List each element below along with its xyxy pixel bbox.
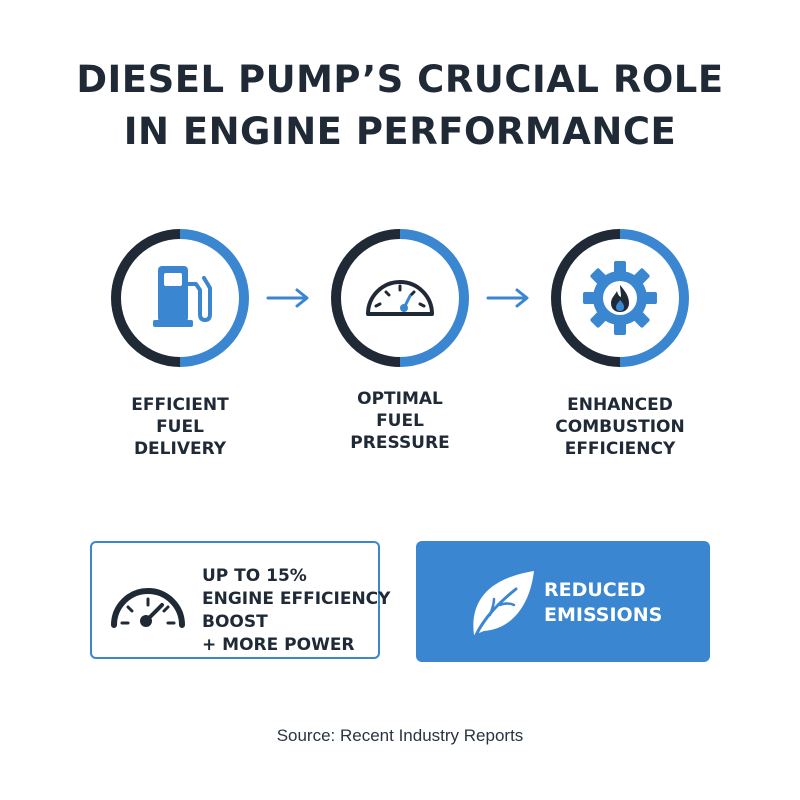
source-note: Source: Recent Industry Reports: [276, 726, 524, 745]
efficiency-boost-card: UP TO 15% ENGINE EFFICIENCY BOOST + MORE…: [90, 541, 390, 659]
title-line-1: DIESEL PUMP’S CRUCIAL ROLE: [76, 58, 724, 101]
pressure-gauge-icon: [331, 229, 469, 367]
step-combustion-efficiency: [550, 228, 690, 368]
fuel-pump-icon: [111, 229, 249, 367]
speedometer-icon: [111, 588, 185, 628]
leaf-icon: [473, 571, 534, 637]
step-label-fuel-delivery: EFFICIENT FUEL DELIVERY: [131, 395, 229, 459]
arrow-right-icon: [486, 288, 529, 308]
reduced-emissions-text: REDUCED EMISSIONS: [544, 579, 663, 626]
arrow-right-icon: [266, 288, 309, 308]
reduced-emissions-card: REDUCED EMISSIONS: [416, 541, 710, 662]
step-fuel-pressure: [330, 228, 470, 368]
step-label-combustion-efficiency: ENHANCED COMBUSTION EFFICIENCY: [555, 395, 685, 459]
step-fuel-delivery: [110, 228, 250, 368]
page-title: DIESEL PUMP’S CRUCIAL ROLE IN ENGINE PER…: [0, 54, 800, 158]
gear-flame-icon: [551, 229, 689, 367]
step-label-fuel-pressure: OPTIMAL FUEL PRESSURE: [350, 389, 450, 453]
title-line-2: IN ENGINE PERFORMANCE: [123, 110, 677, 153]
efficiency-boost-text: UP TO 15% ENGINE EFFICIENCY BOOST + MORE…: [202, 566, 391, 655]
